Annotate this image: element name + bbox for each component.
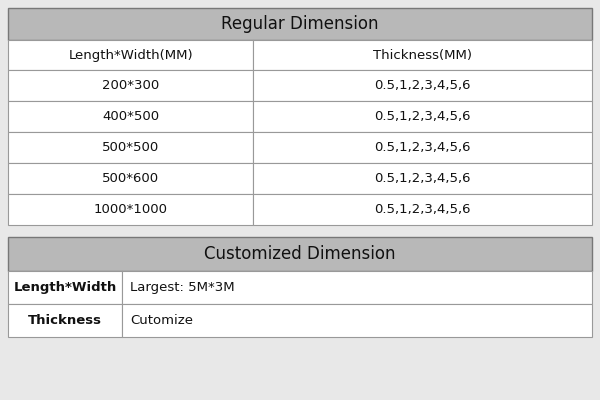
Text: Thickness: Thickness	[28, 314, 102, 327]
Text: Length*Width: Length*Width	[13, 281, 116, 294]
Bar	[8, 163, 253, 194]
Bar	[8, 70, 253, 101]
Bar	[253, 40, 592, 70]
Text: 200*300: 200*300	[102, 79, 159, 92]
Text: Length*Width(MM): Length*Width(MM)	[68, 48, 193, 62]
Text: 0.5,1,2,3,4,5,6: 0.5,1,2,3,4,5,6	[374, 141, 471, 154]
Text: 1000*1000: 1000*1000	[94, 203, 167, 216]
Text: 0.5,1,2,3,4,5,6: 0.5,1,2,3,4,5,6	[374, 172, 471, 185]
Bar	[253, 194, 592, 225]
Bar	[253, 132, 592, 163]
Bar	[8, 271, 122, 304]
Bar	[8, 132, 253, 163]
Bar	[8, 40, 253, 70]
Text: Customized Dimension: Customized Dimension	[204, 245, 396, 263]
Text: Thickness(MM): Thickness(MM)	[373, 48, 472, 62]
Bar	[8, 304, 122, 337]
Bar	[8, 194, 253, 225]
Bar	[8, 8, 592, 40]
Text: 0.5,1,2,3,4,5,6: 0.5,1,2,3,4,5,6	[374, 79, 471, 92]
Text: 500*600: 500*600	[102, 172, 159, 185]
Bar	[253, 101, 592, 132]
Text: 0.5,1,2,3,4,5,6: 0.5,1,2,3,4,5,6	[374, 110, 471, 123]
Bar	[8, 237, 592, 271]
Text: Regular Dimension: Regular Dimension	[221, 15, 379, 33]
Text: Largest: 5M*3M: Largest: 5M*3M	[130, 281, 235, 294]
Bar	[122, 304, 592, 337]
Bar	[122, 271, 592, 304]
Text: 0.5,1,2,3,4,5,6: 0.5,1,2,3,4,5,6	[374, 203, 471, 216]
Bar	[8, 101, 253, 132]
Bar	[253, 70, 592, 101]
Bar	[253, 163, 592, 194]
Text: Cutomize: Cutomize	[130, 314, 193, 327]
Text: 500*500: 500*500	[102, 141, 159, 154]
Text: 400*500: 400*500	[102, 110, 159, 123]
